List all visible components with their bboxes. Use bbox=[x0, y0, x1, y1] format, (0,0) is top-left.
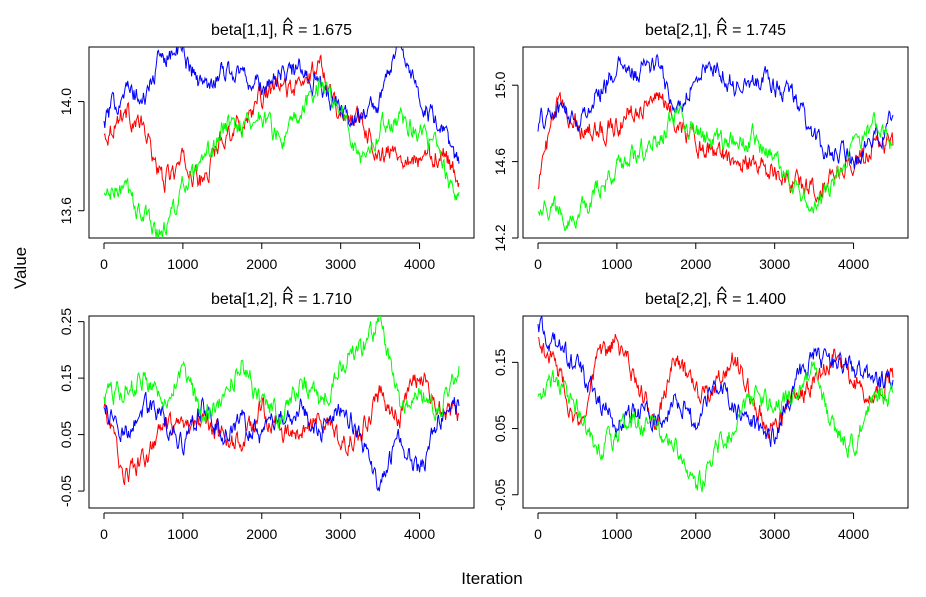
plot-frame bbox=[522, 46, 909, 239]
y-axis: -0.05 0.05 0.15 0.25 bbox=[58, 308, 85, 507]
x-tick-label: 2000 bbox=[246, 256, 277, 272]
panel-title-param: beta[1,2], bbox=[211, 291, 278, 308]
trace-chain-3 bbox=[537, 361, 894, 493]
y-tick-label: 15.0 bbox=[492, 71, 508, 98]
panel-1: beta[1,1], R = 1.675 0 1000 2000 3000 4000 13.… bbox=[58, 17, 475, 272]
x-tick-label: 3000 bbox=[759, 256, 790, 272]
x-tick-label: 1000 bbox=[167, 256, 198, 272]
panels-group: beta[1,1], R = 1.675 0 1000 2000 3000 4000 13.… bbox=[58, 17, 909, 542]
y-axis: -0.05 0.05 0.15 bbox=[492, 349, 519, 511]
panel-title: beta[2,1], R = 1.745 bbox=[645, 22, 786, 39]
x-tick-label: 3000 bbox=[325, 526, 356, 542]
x-axis: 0 1000 2000 3000 4000 bbox=[100, 512, 435, 542]
panel-title-rhat-symbol: R bbox=[716, 22, 728, 39]
x-tick-label: 1000 bbox=[601, 526, 632, 542]
panel-title: beta[1,2], R = 1.710 bbox=[211, 291, 352, 308]
y-axis: 13.6 14.0 bbox=[58, 88, 85, 224]
panel-4: beta[2,2], R = 1.400 0 1000 2000 3000 4000 -0.… bbox=[492, 286, 909, 542]
y-axis: 14.2 14.6 15.0 bbox=[492, 71, 519, 252]
panel-title-rhat-value: = 1.745 bbox=[732, 22, 786, 39]
y-axis-title: Value bbox=[11, 247, 30, 289]
panel-title: beta[2,2], R = 1.400 bbox=[645, 291, 786, 308]
x-tick-label: 0 bbox=[534, 526, 542, 542]
plot-frame bbox=[88, 46, 475, 239]
traces bbox=[537, 53, 894, 232]
panel-title-rhat-symbol: R bbox=[282, 291, 294, 308]
x-tick-label: 4000 bbox=[838, 526, 869, 542]
rhat-hat-mark bbox=[283, 17, 293, 24]
traces bbox=[537, 316, 894, 493]
trace-chain-2 bbox=[537, 316, 894, 447]
x-axis: 0 1000 2000 3000 4000 bbox=[100, 242, 435, 272]
trace-chain-2 bbox=[537, 53, 894, 169]
y-tick-label: 14.6 bbox=[492, 148, 508, 175]
x-tick-label: 1000 bbox=[167, 526, 198, 542]
trace-chain-1 bbox=[537, 92, 894, 203]
x-tick-label: 0 bbox=[100, 526, 108, 542]
x-axis-title: Iteration bbox=[461, 569, 522, 588]
plot-frame bbox=[522, 315, 909, 509]
trace-chain-2 bbox=[103, 47, 460, 164]
x-tick-label: 3000 bbox=[325, 256, 356, 272]
x-axis: 0 1000 2000 3000 4000 bbox=[534, 242, 869, 272]
panel-3: beta[1,2], R = 1.710 0 1000 2000 3000 4000 -0.… bbox=[58, 286, 475, 542]
y-tick-label: -0.05 bbox=[58, 475, 74, 507]
y-tick-label: 14.2 bbox=[492, 224, 508, 251]
y-tick-label: -0.05 bbox=[492, 479, 508, 511]
trace-chain-3 bbox=[103, 316, 460, 429]
x-tick-label: 4000 bbox=[838, 256, 869, 272]
plot-frame bbox=[88, 315, 475, 509]
x-axis: 0 1000 2000 3000 4000 bbox=[534, 512, 869, 542]
y-tick-label: 14.0 bbox=[58, 88, 74, 115]
y-tick-label: 13.6 bbox=[58, 197, 74, 224]
rhat-hat-mark bbox=[283, 286, 293, 293]
x-tick-label: 0 bbox=[534, 256, 542, 272]
panel-title-rhat-symbol: R bbox=[716, 291, 728, 308]
panel-title-rhat-symbol: R bbox=[282, 22, 294, 39]
trace-chain-3 bbox=[537, 103, 894, 232]
x-tick-label: 2000 bbox=[246, 526, 277, 542]
x-tick-label: 0 bbox=[100, 256, 108, 272]
x-tick-label: 4000 bbox=[404, 256, 435, 272]
y-tick-label: 0.05 bbox=[58, 421, 74, 448]
rhat-hat-mark bbox=[717, 286, 727, 293]
x-tick-label: 2000 bbox=[680, 526, 711, 542]
x-tick-label: 1000 bbox=[601, 256, 632, 272]
rhat-hat-mark bbox=[717, 17, 727, 24]
panel-title-param: beta[2,1], bbox=[645, 22, 712, 39]
x-tick-label: 2000 bbox=[680, 256, 711, 272]
panel-title-rhat-value: = 1.710 bbox=[298, 291, 352, 308]
panel-title-rhat-value: = 1.675 bbox=[298, 22, 352, 39]
trace-chain-1 bbox=[103, 53, 460, 193]
trace-chain-1 bbox=[103, 371, 460, 486]
panel-2: beta[2,1], R = 1.745 0 1000 2000 3000 4000 14.… bbox=[492, 17, 909, 272]
y-tick-label: 0.25 bbox=[58, 308, 74, 335]
panel-title-rhat-value: = 1.400 bbox=[732, 291, 786, 308]
panel-title-param: beta[2,2], bbox=[645, 291, 712, 308]
x-tick-label: 4000 bbox=[404, 526, 435, 542]
y-tick-label: 0.15 bbox=[58, 364, 74, 391]
y-tick-label: 0.15 bbox=[492, 349, 508, 376]
trace-chain-3 bbox=[103, 77, 460, 238]
traces bbox=[103, 47, 460, 238]
trace-chain-1 bbox=[537, 333, 894, 439]
traces bbox=[103, 316, 460, 492]
y-tick-label: 0.05 bbox=[492, 415, 508, 442]
x-tick-label: 3000 bbox=[759, 526, 790, 542]
panel-title-param: beta[1,1], bbox=[211, 22, 278, 39]
panel-title: beta[1,1], R = 1.675 bbox=[211, 22, 352, 39]
